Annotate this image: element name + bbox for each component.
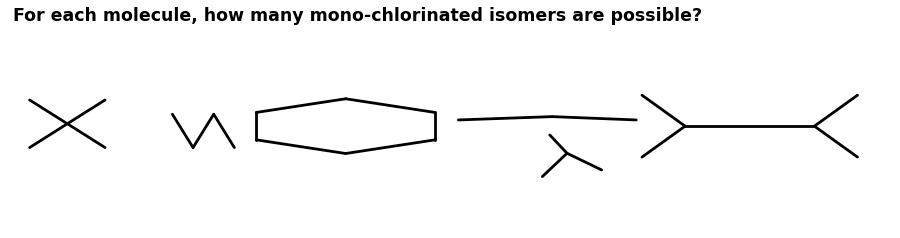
Text: For each molecule, how many mono-chlorinated isomers are possible?: For each molecule, how many mono-chlorin… xyxy=(14,7,703,25)
